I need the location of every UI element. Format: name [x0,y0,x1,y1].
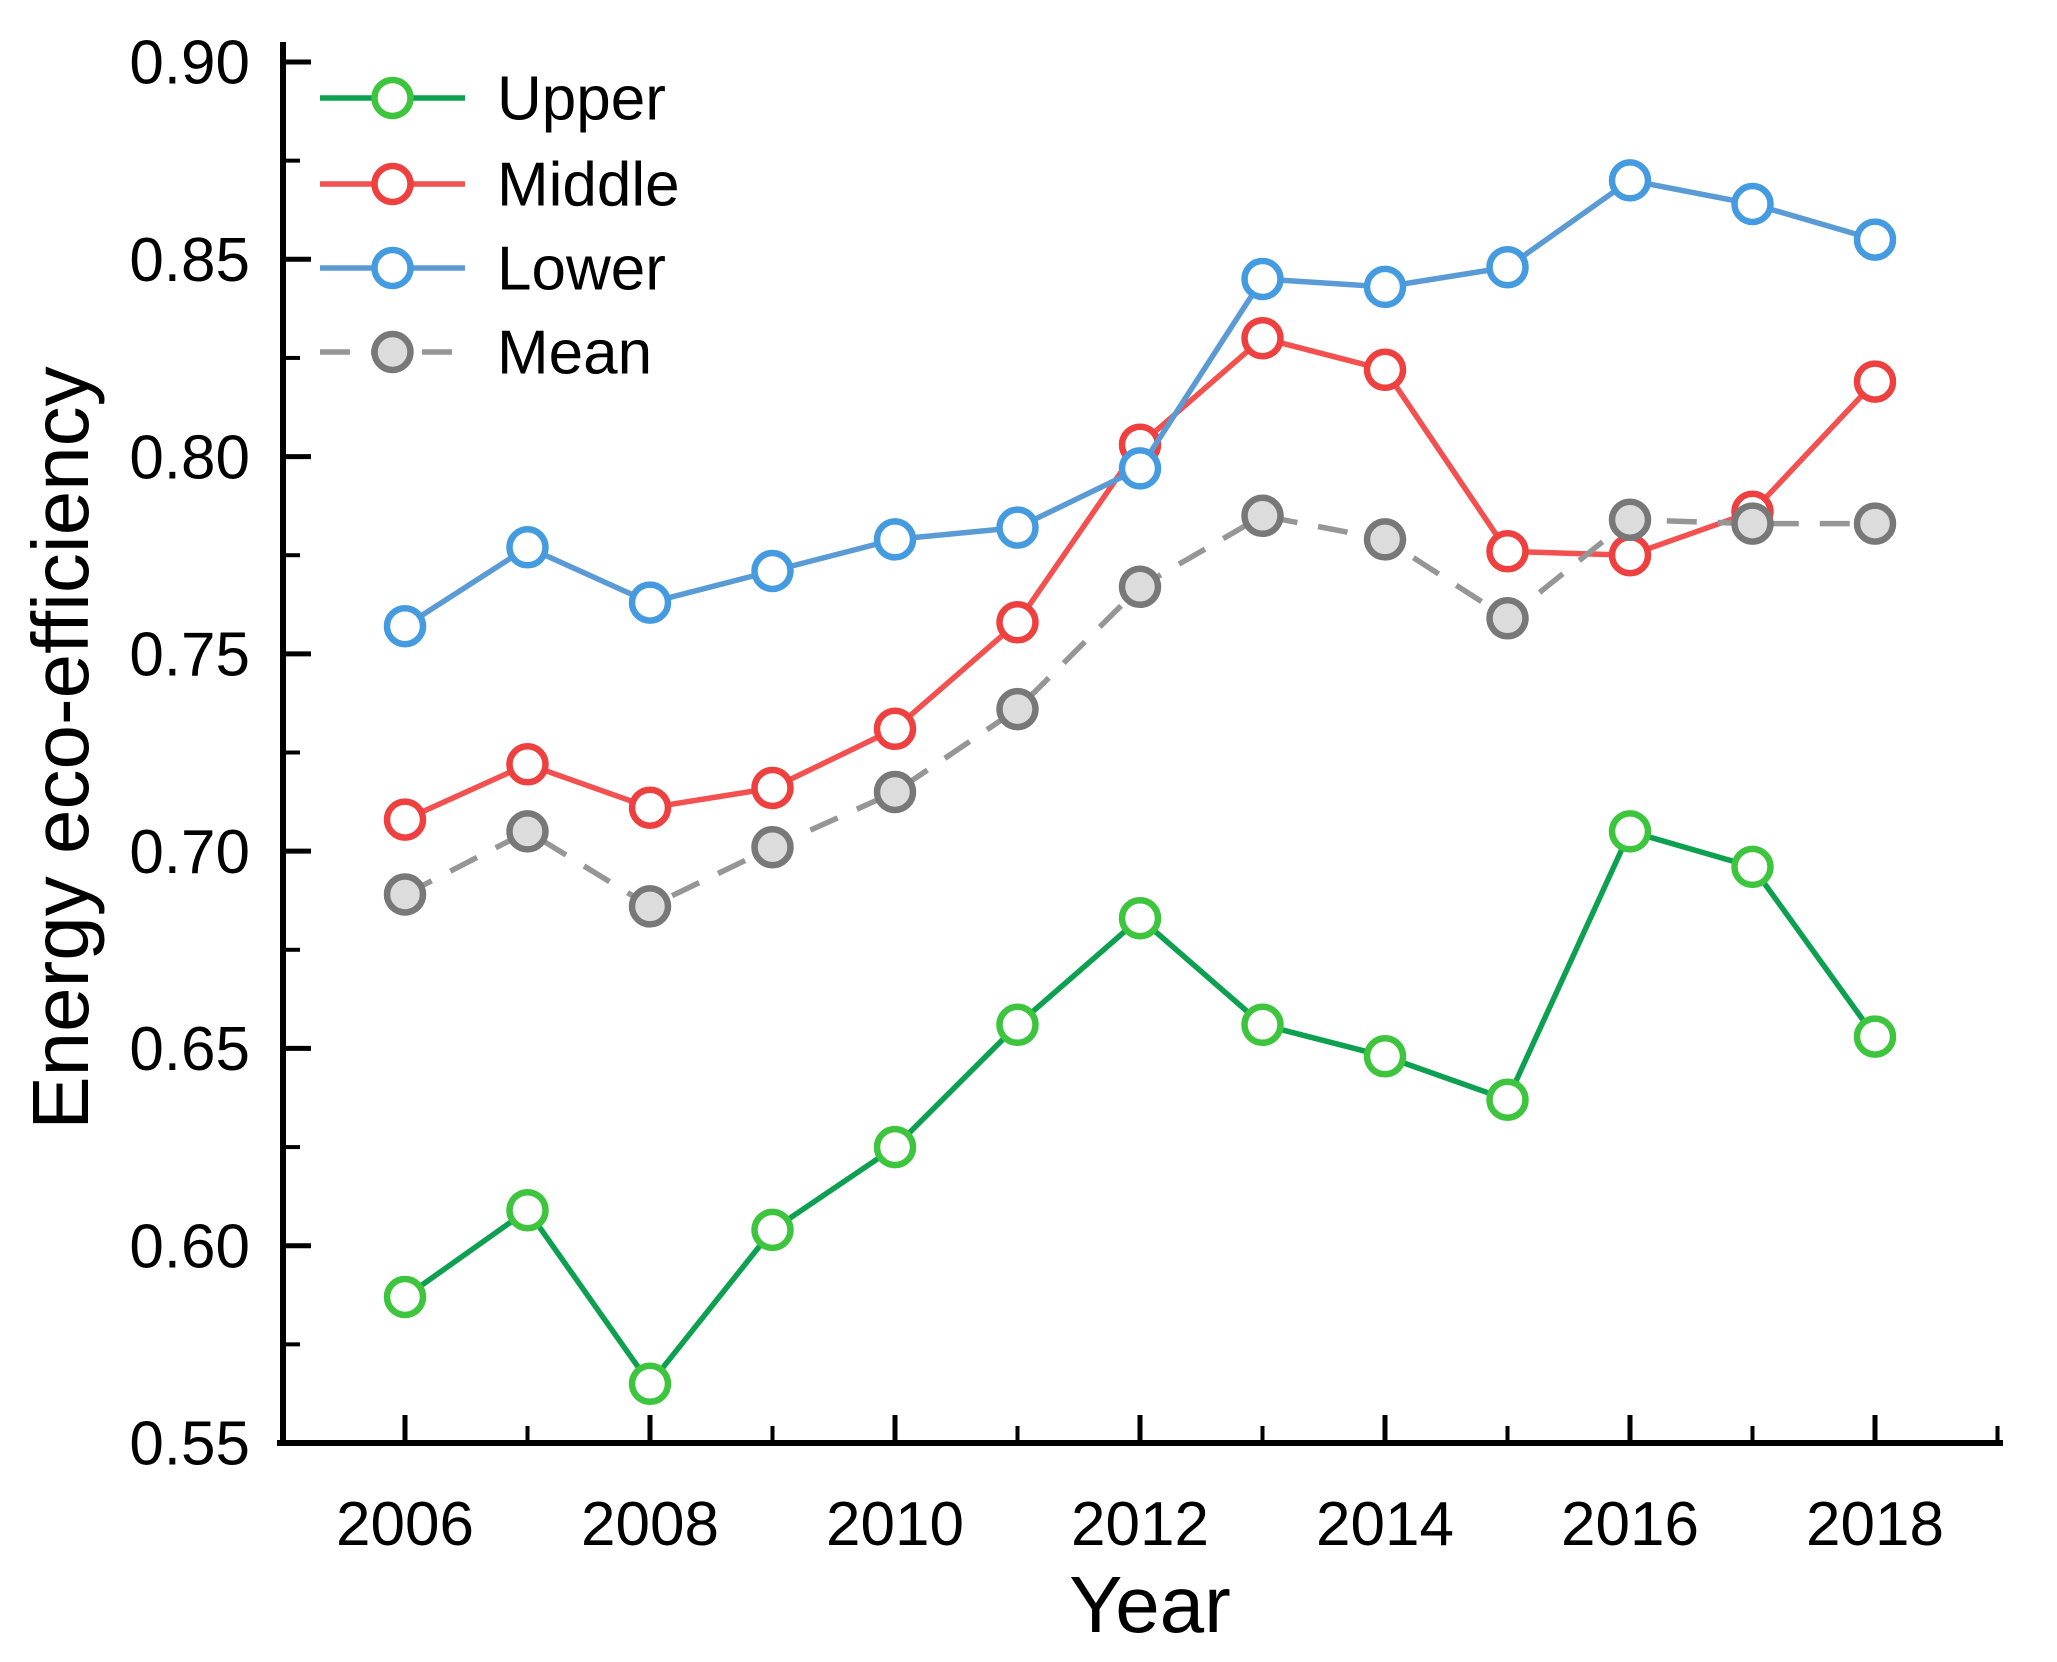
data-point-marker [628,786,672,829]
data-point-marker [383,798,427,841]
legend-sample-marker [371,330,414,374]
data-point-marker [383,1275,427,1319]
legend-label: Upper [497,65,666,134]
y-tick-label: 0.85 [129,226,250,295]
data-point-marker [628,581,672,624]
data-point-marker [1608,159,1652,202]
data-point-marker [1241,1003,1284,1047]
data-point-marker [1486,597,1529,640]
series-middle-markers [383,316,1897,841]
data-point-marker [1731,182,1774,226]
data-point-marker [1853,218,1897,261]
data-point-marker [506,743,549,786]
x-tick-label: 2014 [1316,1490,1454,1559]
data-point-marker [1853,502,1897,545]
data-point-marker [1853,1015,1897,1058]
legend-sample-marker [371,76,414,120]
y-tick-label: 0.65 [129,1015,250,1084]
legend-sample-marker [371,162,414,206]
data-point-marker [1486,245,1529,289]
data-point-marker [996,687,1039,731]
data-point-marker [996,506,1039,549]
data-point-marker [873,770,917,814]
data-point-marker [996,601,1039,644]
series-upper-markers [383,810,1897,1406]
data-point-marker [873,707,917,751]
data-point-marker [1363,265,1407,309]
data-point-marker [873,1125,917,1169]
x-axis-title: Year [1069,1560,1231,1649]
data-point-marker [751,825,794,869]
data-point-marker [628,885,672,928]
legend-label: Mean [497,319,652,388]
data-point-marker [1363,518,1407,561]
legend-label: Lower [497,235,666,304]
legend-item-mean: Mean [320,319,652,388]
data-point-marker [1486,1078,1529,1121]
data-point-marker [1731,845,1774,889]
legend: Upper Middle Lower Mean [320,65,680,388]
data-point-marker [628,1362,672,1406]
data-point-marker [383,873,427,916]
y-tick-label: 0.55 [129,1410,250,1479]
data-point-marker [1486,530,1529,573]
x-tick-label: 2018 [1806,1490,1944,1559]
data-point-marker [1608,498,1652,541]
data-point-marker [1731,502,1774,545]
tick-labels: 0.55 0.60 0.65 0.70 0.75 0.80 0.85 0.90 2006 2008… [129,29,1944,1559]
data-point-marker [1608,810,1652,853]
x-tick-label: 2016 [1561,1490,1699,1559]
data-point-marker [1118,896,1162,940]
y-axis-title: Energy eco-efficiency [16,366,105,1129]
data-point-marker [1363,1035,1407,1078]
data-point-marker [1363,348,1407,392]
legend-sample-marker [371,246,414,290]
series-lower-markers [383,159,1897,648]
axes [277,42,2003,1446]
data-point-marker [1241,316,1284,360]
data-point-marker [751,549,794,593]
x-tick-label: 2010 [826,1490,964,1559]
data-point-marker [506,1188,549,1232]
legend-item-upper: Upper [320,65,666,134]
data-point-marker [1118,565,1162,609]
data-point-marker [383,604,427,648]
series-mean-markers [383,494,1897,928]
y-tick-label: 0.70 [129,818,250,887]
data-point-marker [506,526,549,569]
ticks [285,59,2000,1446]
y-tick-label: 0.90 [129,29,250,98]
data-point-marker [1118,447,1162,490]
y-tick-label: 0.60 [129,1212,250,1281]
data-point-marker [996,1003,1039,1047]
y-tick-label: 0.75 [129,621,250,690]
data-point-marker [1608,533,1652,577]
data-point-marker [873,518,917,561]
data-point-marker [506,810,549,853]
data-point-marker [1241,494,1284,538]
y-tick-label: 0.80 [129,423,250,492]
data-point-marker [1241,257,1284,301]
x-tick-label: 2006 [336,1490,474,1559]
data-point-marker [751,766,794,810]
legend-label: Middle [497,151,680,220]
legend-item-middle: Middle [320,151,680,220]
x-tick-label: 2008 [581,1490,719,1559]
data-point-marker [1853,360,1897,403]
legend-item-lower: Lower [320,235,666,304]
data-point-marker [751,1208,794,1252]
x-tick-label: 2012 [1071,1490,1209,1559]
